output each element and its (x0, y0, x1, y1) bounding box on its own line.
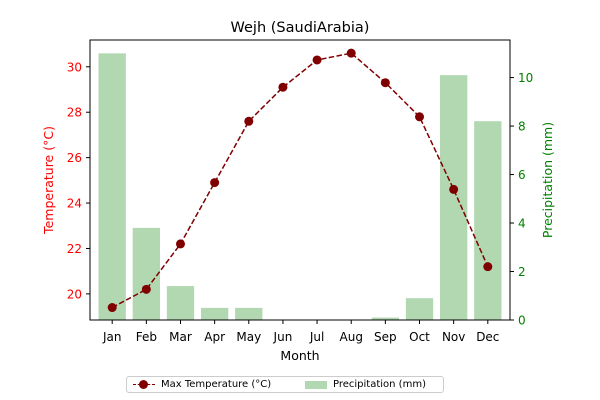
y-axis-right: 0 2 4 6 8 10 (510, 71, 533, 328)
y-left-tick-label: 26 (67, 151, 82, 165)
precipitation-bar-sep (371, 317, 400, 320)
x-tick-label: Nov (442, 330, 465, 344)
precipitation-bar-oct (405, 298, 434, 320)
y-right-tick-label: 0 (518, 314, 526, 328)
precipitation-bar-dec (474, 121, 502, 320)
x-tick-label: Sep (374, 330, 397, 344)
x-tick-label: Dec (476, 330, 499, 344)
y-left-tick-label: 24 (67, 197, 82, 211)
legend-bar-patch-icon (305, 380, 327, 389)
temperature-point-oct (415, 112, 425, 122)
x-tick-label: Mar (169, 330, 192, 344)
y-right-tick-label: 6 (518, 168, 526, 182)
x-tick-label: Apr (204, 330, 225, 344)
precipitation-bar-nov (440, 75, 468, 320)
legend: Max Temperature (°C) Precipitation (mm) (126, 376, 444, 393)
x-tick-label: Jun (273, 330, 293, 344)
y-left-tick-label: 20 (67, 287, 82, 301)
legend-item-temperature: Max Temperature (°C) (133, 377, 271, 392)
x-tick-label: May (236, 330, 261, 344)
precipitation-bar-apr (200, 307, 229, 320)
temperature-point-aug (346, 48, 356, 58)
x-tick-label: Aug (340, 330, 363, 344)
x-axis: Jan Feb Mar Apr May Jun Jul Aug Sep Oct Nov Dec (102, 320, 499, 344)
temperature-point-may (244, 116, 254, 126)
y-left-tick-label: 22 (67, 242, 82, 256)
y-axis-left-label: Temperature (°C) (41, 126, 56, 235)
legend-label-precipitation: Precipitation (mm) (333, 379, 426, 390)
x-axis-label: Month (280, 348, 319, 363)
precipitation-bar-jan (98, 53, 126, 320)
temperature-point-jul (312, 55, 322, 65)
legend-line-marker-icon (133, 377, 155, 392)
temperature-point-apr (210, 178, 220, 188)
temperature-line (111, 52, 489, 309)
precipitation-bar-may (235, 307, 263, 320)
temperature-point-jun (278, 82, 288, 92)
precipitation-bar-feb (132, 227, 160, 320)
temperature-point-dec (483, 262, 493, 272)
temperature-points (107, 48, 493, 313)
plot-frame (89, 39, 511, 321)
y-right-tick-label: 2 (518, 265, 526, 279)
x-tick-label: Oct (409, 330, 430, 344)
y-right-tick-label: 10 (518, 71, 533, 85)
legend-label-temperature: Max Temperature (°C) (161, 379, 272, 390)
precipitation-bar-mar (166, 286, 195, 320)
x-tick-label: Feb (136, 330, 157, 344)
y-left-tick-label: 28 (67, 106, 82, 120)
y-right-tick-label: 4 (518, 217, 526, 231)
temperature-point-nov (449, 184, 459, 194)
temperature-point-jan (107, 303, 117, 313)
precipitation-bars (98, 53, 502, 320)
y-left-tick-label: 30 (67, 60, 82, 74)
x-tick-label: Jan (102, 330, 122, 344)
chart-title: Wejh (SaudiArabia) (231, 20, 370, 36)
y-right-tick-label: 8 (518, 120, 526, 134)
legend-item-precipitation: Precipitation (mm) (305, 377, 426, 392)
y-axis-left: 20 22 24 26 28 30 (67, 60, 90, 301)
temperature-point-feb (141, 284, 151, 294)
temperature-point-mar (175, 239, 185, 249)
x-tick-label: Jul (309, 330, 324, 344)
y-axis-right-label: Precipitation (mm) (540, 122, 555, 238)
temperature-point-sep (380, 78, 390, 88)
